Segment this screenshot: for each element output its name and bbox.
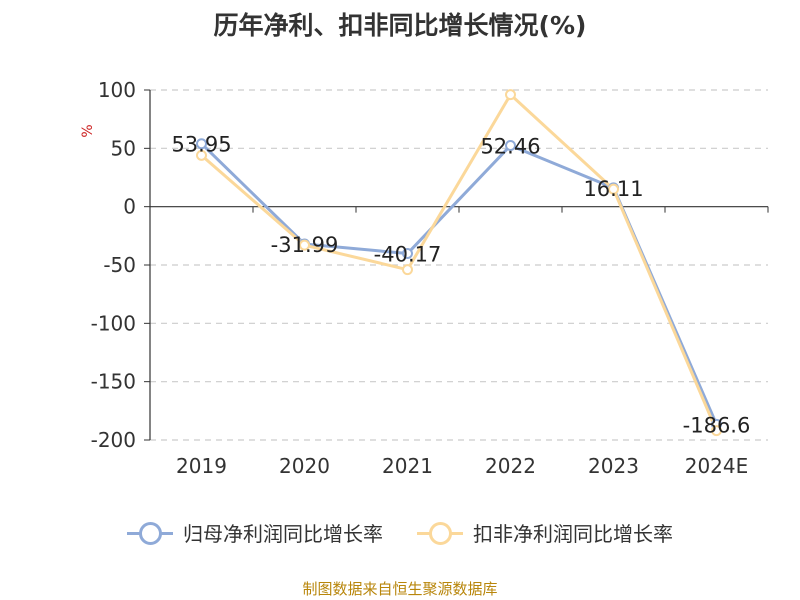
data-label: -31.99	[271, 233, 339, 257]
data-point-series-2	[608, 183, 619, 195]
x-tick-label: 2022	[485, 454, 536, 478]
data-point-series-1	[505, 139, 516, 151]
legend-swatch-series-2	[417, 521, 463, 545]
data-point-series-2	[402, 264, 413, 276]
data-label: 53.95	[171, 133, 231, 157]
legend-item-series-1[interactable]: 归母净利润同比增长率	[127, 518, 383, 547]
data-point-series-1	[196, 138, 207, 150]
x-tick-label: 2021	[382, 454, 433, 478]
data-point-series-2	[196, 149, 207, 161]
y-tick-label: -100	[91, 311, 136, 335]
y-tick-label: 0	[123, 195, 136, 219]
legend-label-series-2: 扣非净利润同比增长率	[473, 522, 673, 546]
data-point-series-2	[711, 425, 722, 437]
source-note: 制图数据来自恒生聚源数据库	[302, 580, 498, 598]
y-tick-label: -200	[91, 428, 136, 452]
legend-item-series-2[interactable]: 扣非净利润同比增长率	[417, 518, 673, 547]
y-tick-label: 50	[111, 136, 136, 160]
legend-swatch-series-1	[127, 521, 173, 545]
x-tick-label: 2023	[588, 454, 639, 478]
data-point-series-1	[402, 248, 413, 260]
y-axis-unit-label: %	[80, 124, 96, 137]
x-tick-label: 2019	[176, 454, 227, 478]
data-label: -40.17	[374, 243, 442, 267]
data-point-series-2	[505, 89, 516, 101]
data-point-series-2	[299, 239, 310, 251]
x-tick-label: 2024E	[685, 454, 749, 478]
legend-label-series-1: 归母净利润同比增长率	[183, 522, 383, 546]
data-label: -186.6	[683, 413, 751, 437]
y-tick-label: -50	[103, 253, 136, 277]
x-tick-label: 2020	[279, 454, 330, 478]
chart-title: 历年净利、扣非同比增长情况(%)	[213, 11, 587, 40]
series-line-2	[200, 93, 718, 432]
legend: 归母净利润同比增长率 扣非净利润同比增长率	[0, 518, 800, 547]
data-label: 52.46	[480, 134, 540, 158]
data-label: 16.11	[583, 177, 643, 201]
y-tick-label: -150	[91, 370, 136, 394]
y-tick-label: 100	[98, 78, 136, 102]
